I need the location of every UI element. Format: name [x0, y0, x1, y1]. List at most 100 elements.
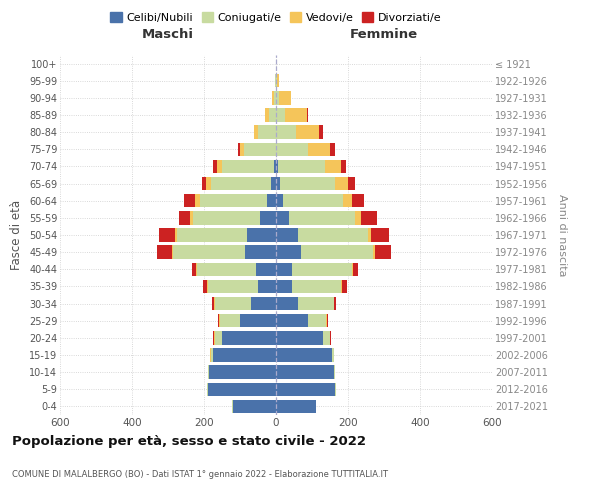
Bar	[208, 382, 276, 396]
Bar	[326, 314, 327, 328]
Bar	[276, 194, 283, 207]
Bar	[361, 211, 377, 224]
Bar	[240, 314, 276, 328]
Bar	[208, 366, 209, 379]
Text: Maschi: Maschi	[142, 28, 194, 42]
Bar	[327, 314, 328, 328]
Bar	[177, 228, 247, 241]
Bar	[240, 142, 244, 156]
Bar	[301, 246, 373, 259]
Text: Popolazione per età, sesso e stato civile - 2022: Popolazione per età, sesso e stato civil…	[12, 435, 366, 448]
Bar	[251, 297, 276, 310]
Bar	[319, 126, 323, 139]
Bar	[211, 177, 271, 190]
Bar	[276, 142, 308, 156]
Bar	[217, 160, 222, 173]
Bar	[280, 177, 335, 190]
Bar	[179, 211, 190, 224]
Bar	[292, 280, 341, 293]
Bar	[276, 177, 280, 190]
Bar	[375, 246, 391, 259]
Y-axis label: Fasce di età: Fasce di età	[10, 200, 23, 270]
Bar	[274, 160, 276, 173]
Bar	[276, 297, 298, 310]
Bar	[218, 314, 220, 328]
Bar	[269, 108, 276, 122]
Bar	[200, 194, 267, 207]
Bar	[196, 262, 197, 276]
Bar	[334, 297, 336, 310]
Bar	[279, 91, 292, 104]
Bar	[276, 366, 334, 379]
Bar	[368, 228, 371, 241]
Bar	[352, 262, 353, 276]
Bar	[233, 400, 276, 413]
Bar	[267, 194, 276, 207]
Bar	[184, 194, 195, 207]
Bar	[215, 297, 251, 310]
Bar	[276, 246, 301, 259]
Bar	[220, 314, 240, 328]
Bar	[352, 194, 364, 207]
Bar	[203, 280, 207, 293]
Bar	[272, 91, 274, 104]
Bar	[283, 194, 343, 207]
Bar	[335, 382, 336, 396]
Bar	[276, 211, 289, 224]
Bar	[271, 177, 276, 190]
Bar	[260, 211, 276, 224]
Bar	[323, 331, 330, 344]
Bar	[276, 262, 292, 276]
Bar	[222, 331, 276, 344]
Bar	[157, 246, 172, 259]
Bar	[285, 108, 307, 122]
Y-axis label: Anni di nascita: Anni di nascita	[557, 194, 567, 276]
Bar	[373, 246, 375, 259]
Bar	[276, 280, 292, 293]
Bar	[276, 126, 296, 139]
Bar	[173, 246, 245, 259]
Bar	[190, 211, 193, 224]
Bar	[193, 211, 260, 224]
Bar	[276, 91, 279, 104]
Bar	[276, 331, 323, 344]
Bar	[175, 228, 177, 241]
Bar	[212, 297, 214, 310]
Bar	[202, 177, 206, 190]
Bar	[197, 262, 256, 276]
Bar	[274, 91, 276, 104]
Bar	[335, 177, 348, 190]
Bar	[214, 331, 215, 344]
Bar	[330, 142, 335, 156]
Bar	[207, 280, 208, 293]
Bar	[258, 126, 276, 139]
Bar	[276, 348, 332, 362]
Bar	[214, 297, 215, 310]
Bar	[209, 366, 276, 379]
Bar	[276, 108, 285, 122]
Bar	[211, 348, 213, 362]
Bar	[276, 400, 316, 413]
Bar	[307, 108, 308, 122]
Bar	[238, 142, 240, 156]
Bar	[172, 246, 173, 259]
Bar	[334, 366, 335, 379]
Bar	[353, 262, 358, 276]
Bar	[276, 382, 335, 396]
Bar	[298, 228, 368, 241]
Text: COMUNE DI MALALBERGO (BO) - Dati ISTAT 1° gennaio 2022 - Elaborazione TUTTITALIA: COMUNE DI MALALBERGO (BO) - Dati ISTAT 1…	[12, 470, 388, 479]
Bar	[245, 246, 276, 259]
Bar	[207, 382, 208, 396]
Bar	[276, 228, 298, 241]
Bar	[192, 262, 196, 276]
Bar	[215, 331, 222, 344]
Bar	[298, 297, 334, 310]
Bar	[247, 228, 276, 241]
Bar	[332, 348, 334, 362]
Bar	[208, 280, 258, 293]
Legend: Celibi/Nubili, Coniugati/e, Vedovi/e, Divorziati/e: Celibi/Nubili, Coniugati/e, Vedovi/e, Di…	[108, 10, 444, 25]
Bar	[341, 160, 346, 173]
Bar	[371, 228, 389, 241]
Bar	[222, 160, 274, 173]
Bar	[296, 126, 319, 139]
